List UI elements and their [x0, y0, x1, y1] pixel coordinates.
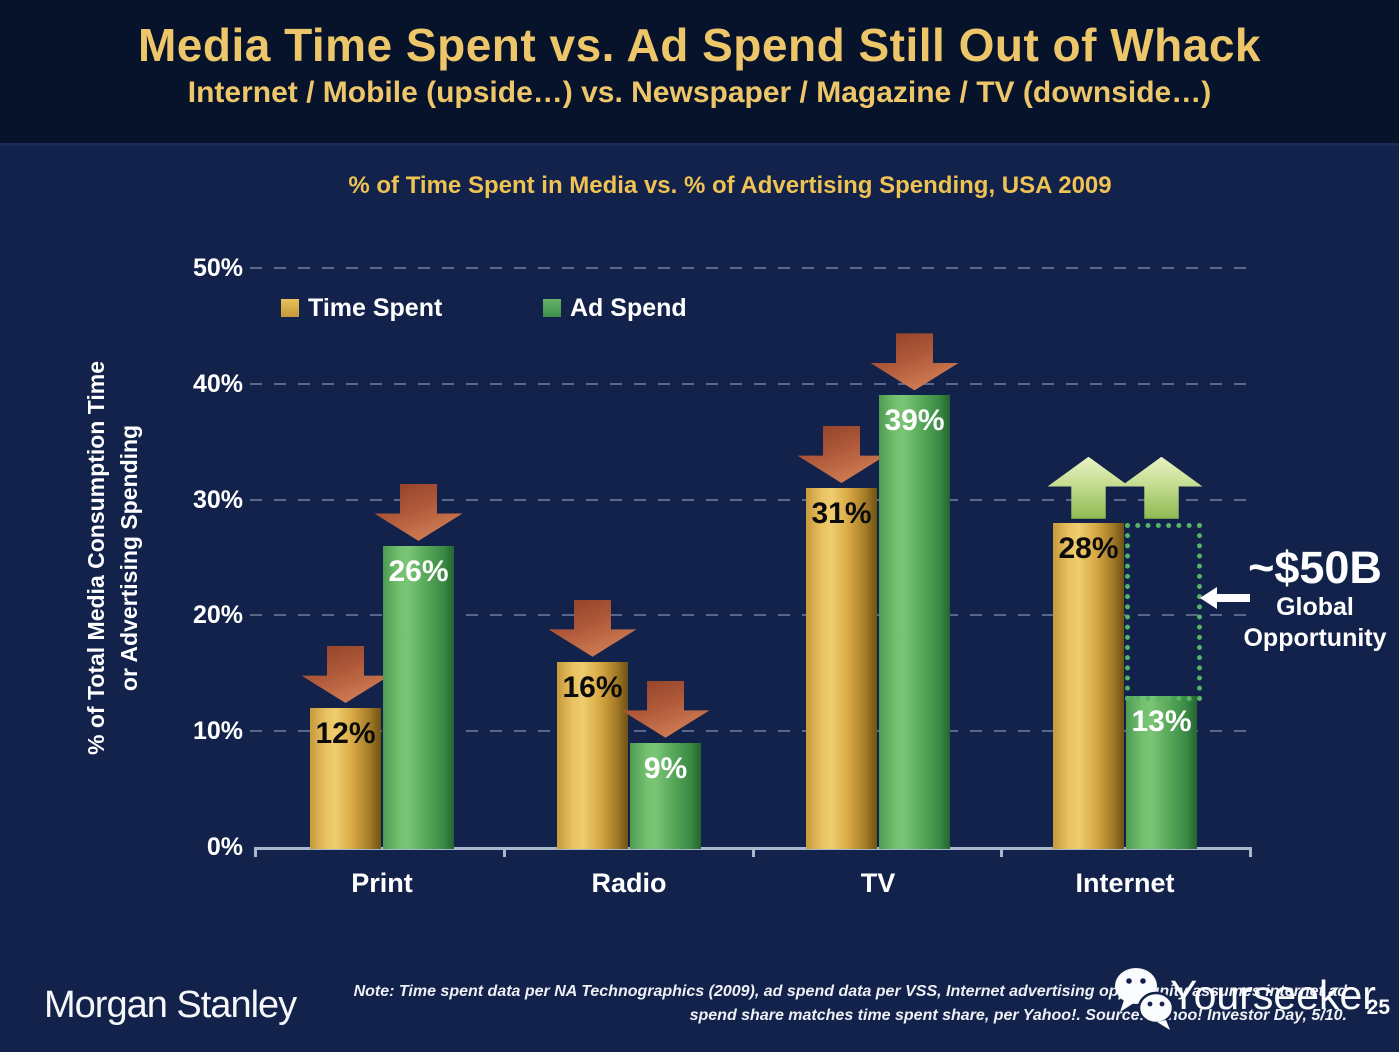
- source-note-line2: spend share matches time spent share, pe…: [689, 1007, 1347, 1024]
- value-label-time-spent-tv: 31%: [811, 497, 872, 531]
- morgan-stanley-logo: Morgan Stanley: [44, 984, 297, 1026]
- watermark: Yourseeker: [1112, 964, 1376, 1032]
- bar-time-spent-radio: 16%: [557, 661, 628, 849]
- annotation-caption-line1: Global: [1276, 593, 1354, 621]
- y-axis-title: % of Total Media Consumption Time or Adv…: [80, 318, 146, 798]
- ad-spend-swatch-icon: [543, 299, 561, 317]
- gridline-40%: [250, 382, 1250, 385]
- value-label-time-spent-internet: 28%: [1058, 531, 1119, 565]
- watermark-text: Yourseeker: [1170, 972, 1376, 1018]
- y-tick-label: 10%: [192, 717, 243, 746]
- gap-highlight-box: [1125, 522, 1202, 702]
- gridline-50%: [250, 267, 1250, 269]
- bar-time-spent-print: 12%: [310, 708, 381, 849]
- bar-time-spent-internet: 28%: [1053, 522, 1124, 849]
- time-spent-swatch-icon: [281, 299, 299, 317]
- axis-tick: [254, 847, 257, 857]
- legend-label-ad-spend: Ad Spend: [570, 293, 687, 322]
- value-label-ad-spend-radio: 9%: [643, 751, 688, 785]
- down-arrow-icon: [374, 483, 463, 541]
- header-band: Media Time Spent vs. Ad Spend Still Out …: [0, 0, 1399, 146]
- up-arrow-icon: [1047, 456, 1130, 519]
- opportunity-annotation: ~$50B Global Opportunity: [1230, 544, 1399, 654]
- axis-tick: [1249, 847, 1252, 857]
- up-arrow-icon: [1120, 456, 1203, 519]
- axis-tick: [1000, 847, 1004, 857]
- category-label-tv: TV: [860, 868, 896, 898]
- bar-time-spent-tv: 31%: [806, 488, 877, 849]
- bar-ad-spend-tv: 39%: [879, 395, 950, 849]
- legend-label-time-spent: Time Spent: [308, 293, 443, 322]
- annotation-caption-line2: Opportunity: [1243, 624, 1387, 652]
- gridline-20%: [250, 614, 1250, 617]
- legend-item-time-spent: Time Spent: [281, 293, 443, 322]
- value-label-ad-spend-internet: 13%: [1131, 705, 1192, 739]
- value-label-ad-spend-tv: 39%: [884, 404, 945, 438]
- left-arrow-icon: [1200, 587, 1250, 609]
- y-tick-label: 50%: [192, 254, 243, 282]
- chart-title: % of Time Spent in Media vs. % of Advert…: [348, 172, 1112, 199]
- wechat-icon: [1115, 968, 1175, 1030]
- source-note-line1: Note: Time spent data per NA Technograph…: [353, 983, 1347, 1000]
- y-tick-label: 40%: [192, 369, 243, 398]
- gridline-30%: [250, 498, 1250, 501]
- category-label-internet: Internet: [1075, 868, 1175, 898]
- page-number: 25: [1366, 996, 1390, 1019]
- y-tick-label: 20%: [192, 601, 243, 630]
- source-note: Note: Time spent data per NA Technograph…: [354, 980, 1347, 1028]
- bar-ad-spend-radio: 9%: [630, 742, 701, 849]
- category-label-print: Print: [351, 868, 413, 898]
- bar-ad-spend-print: 26%: [383, 545, 454, 849]
- slide-subtitle: Internet / Mobile (upside…) vs. Newspape…: [187, 76, 1212, 109]
- down-arrow-icon: [301, 646, 390, 704]
- legend-item-ad-spend: Ad Spend: [543, 293, 687, 322]
- y-tick-label: 0%: [206, 833, 243, 861]
- y-tick-label: 30%: [192, 485, 243, 514]
- gridline-10%: [250, 730, 1250, 733]
- y-axis-title-line1: % of Total Media Consumption Time: [83, 361, 109, 755]
- slide-title: Media Time Spent vs. Ad Spend Still Out …: [137, 19, 1262, 71]
- value-label-time-spent-radio: 16%: [562, 670, 623, 704]
- annotation-value: ~$50B: [1248, 542, 1382, 593]
- axis-tick: [751, 847, 755, 857]
- y-axis-title-line2: or Advertising Spending: [116, 424, 142, 692]
- value-label-ad-spend-print: 26%: [388, 554, 449, 588]
- down-arrow-icon: [548, 599, 637, 657]
- category-label-radio: Radio: [591, 868, 667, 898]
- bar-ad-spend-internet: 13%: [1126, 696, 1197, 849]
- down-arrow-icon: [797, 426, 886, 484]
- axis-tick: [502, 847, 506, 857]
- value-label-time-spent-print: 12%: [315, 717, 376, 751]
